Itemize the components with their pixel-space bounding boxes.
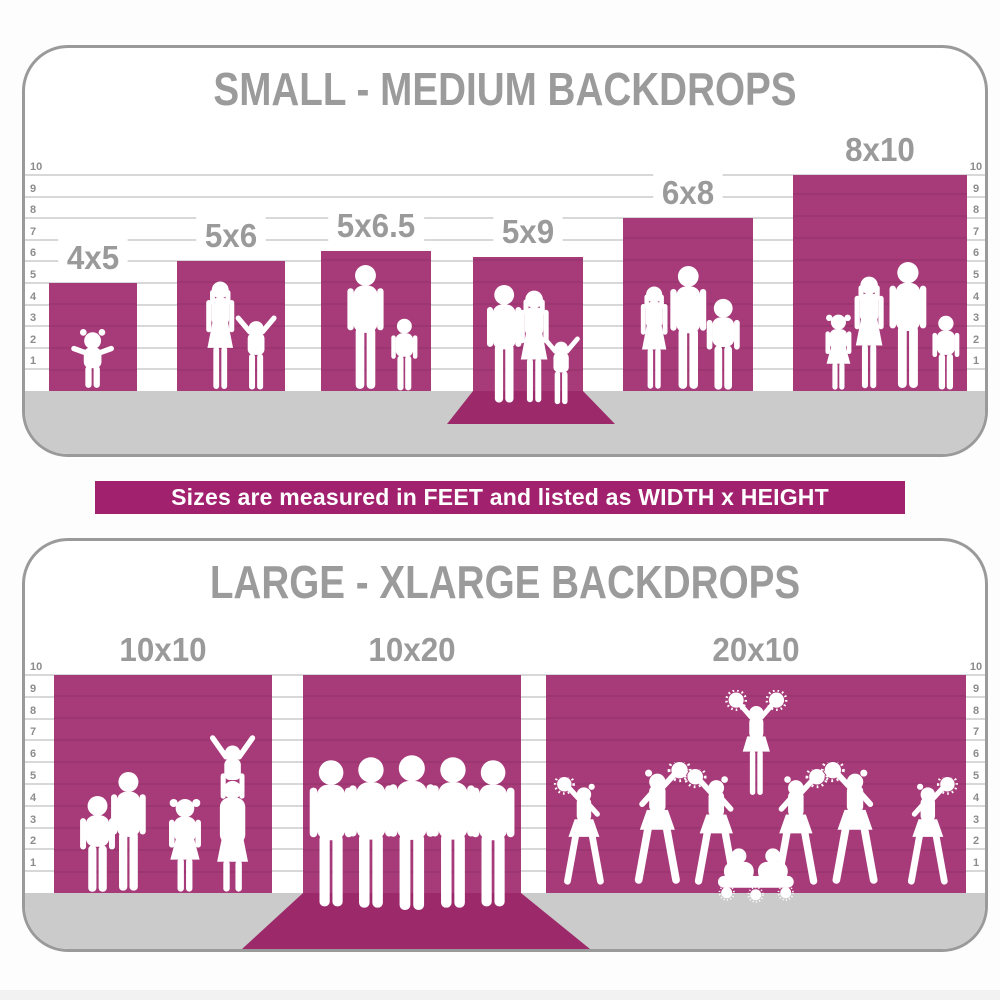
ruler-tick-label-right: 4 — [972, 290, 980, 303]
backdrop-size-label: 10x10 — [110, 631, 216, 669]
gridline-10ft — [25, 174, 985, 176]
ruler-tick-label-right: 1 — [972, 355, 980, 368]
backdrop-size-label: 6x8 — [653, 174, 723, 213]
figure-pom-silhouette-icon — [747, 886, 764, 903]
figure-boy-silhouette-icon — [386, 318, 423, 391]
backdrop-size-label: 5x6 — [196, 217, 266, 256]
backdrop-size-label: 8x10 — [836, 131, 924, 169]
measurement-note-text: Sizes are measured in FEET and listed as… — [171, 484, 829, 510]
ruler-tick-label-left: 10 — [30, 161, 43, 173]
figure-girl-silhouette-icon — [161, 797, 209, 893]
ruler-tick-label-left: 5 — [30, 770, 37, 782]
backdrop-size-label: 4x5 — [58, 239, 128, 277]
large-xlarge-stage: 10 10 9 9 8 8 7 7 6 6 5 5 4 4 3 3 2 2 1 1 10x10 10x20 20x10 — [25, 541, 985, 949]
ruler-tick-label-left: 6 — [30, 748, 37, 761]
figure-cheer-silhouette-icon — [553, 777, 611, 893]
backdrop-8x10 — [793, 175, 967, 391]
figure-cheerchild-silhouette-icon — [233, 315, 279, 391]
figure-cheerchild-silhouette-icon — [540, 336, 582, 405]
ruler-tick-label-right: 2 — [972, 333, 980, 346]
ruler-tick-label-right: 8 — [972, 704, 980, 717]
ruler-tick-label-left: 2 — [30, 835, 37, 848]
ruler-tick-label-left: 5 — [30, 269, 37, 281]
small-medium-stage: 10 10 9 9 8 8 7 7 6 6 5 5 4 4 3 3 2 2 1 1 4x5 5x6 5x6.5 5x9 6x8 8… — [25, 48, 985, 454]
backdrop-size-label: 20x10 — [703, 631, 809, 669]
backdrop-size-label: 5x6.5 — [328, 206, 424, 245]
ruler-tick-label-left: 7 — [30, 225, 37, 238]
figure-pair-silhouette-icon — [205, 727, 260, 893]
large-xlarge-title: LARGE - XLARGE BACKDROPS — [209, 556, 801, 608]
ruler-tick-label-left: 10 — [30, 661, 43, 673]
ruler-tick-label-right: 8 — [972, 204, 980, 217]
ruler-tick-label-right: 7 — [972, 225, 980, 238]
ruler-tick-label-right: 3 — [972, 312, 980, 325]
ruler-tick-label-left: 9 — [30, 182, 37, 195]
figure-cheer-silhouette-icon — [901, 777, 959, 893]
figure-man-silhouette-icon — [104, 771, 153, 893]
ruler-tick-label-left: 4 — [30, 290, 37, 303]
ruler-tick-label-left: 8 — [30, 704, 37, 717]
small-medium-panel: 10 10 9 9 8 8 7 7 6 6 5 5 4 4 3 3 2 2 1 1 4x5 5x6 5x6.5 5x9 6x8 8… — [22, 45, 988, 457]
ruler-tick-label-left: 1 — [30, 857, 37, 870]
figure-boy-silhouette-icon — [927, 315, 965, 391]
figure-boy-silhouette-icon — [700, 298, 746, 391]
ruler-tick-label-right: 9 — [972, 182, 980, 195]
figure-cheer-silhouette-icon — [820, 762, 885, 893]
ruler-tick-label-right: 4 — [972, 791, 980, 804]
ruler-tick-label-right: 3 — [972, 813, 980, 826]
ruler-tick-label-right: 5 — [972, 269, 980, 281]
ruler-tick-label-left: 4 — [30, 791, 37, 804]
ruler-tick-label-left: 7 — [30, 726, 37, 739]
ruler-tick-label-left: 9 — [30, 682, 37, 695]
ruler-tick-label-right: 10 — [969, 661, 983, 673]
ruler-tick-label-right: 7 — [972, 726, 980, 739]
figure-pom-silhouette-icon — [718, 884, 735, 901]
ruler-tick-label-left: 2 — [30, 333, 37, 346]
measurement-note-banner: Sizes are measured in FEET and listed as… — [95, 481, 905, 514]
ruler-tick-label-left: 3 — [30, 813, 37, 826]
ruler-tick-label-left: 6 — [30, 247, 37, 260]
large-xlarge-panel: 10 10 9 9 8 8 7 7 6 6 5 5 4 4 3 3 2 2 1 1 10x10 10x20 20x10 LA… — [22, 538, 988, 952]
figure-man-silhouette-icon — [882, 261, 934, 391]
ruler-tick-label-right: 1 — [972, 857, 980, 870]
ruler-tick-label-right: 6 — [972, 247, 980, 260]
backdrop-size-label: 5x9 — [493, 213, 563, 252]
ruler-tick-label-left: 8 — [30, 204, 37, 217]
ruler-tick-label-right: 5 — [972, 770, 980, 782]
figure-man-silhouette-icon — [463, 759, 523, 909]
small-medium-title: SMALL - MEDIUM BACKDROPS — [213, 63, 797, 115]
ruler-tick-label-right: 9 — [972, 682, 980, 695]
figure-man-silhouette-icon — [340, 264, 391, 391]
ruler-tick-label-left: 1 — [30, 355, 37, 368]
figure-toddler-silhouette-icon — [71, 326, 114, 391]
ruler-tick-label-left: 3 — [30, 312, 37, 325]
gridline-9ft — [25, 195, 985, 198]
page-bottom-strip — [0, 990, 1000, 1000]
ruler-tick-label-right: 6 — [972, 748, 980, 761]
ruler-tick-label-right: 2 — [972, 835, 980, 848]
figure-pom-silhouette-icon — [777, 884, 794, 901]
backdrop-size-label: 10x20 — [359, 631, 465, 669]
ruler-tick-label-right: 10 — [969, 161, 983, 173]
